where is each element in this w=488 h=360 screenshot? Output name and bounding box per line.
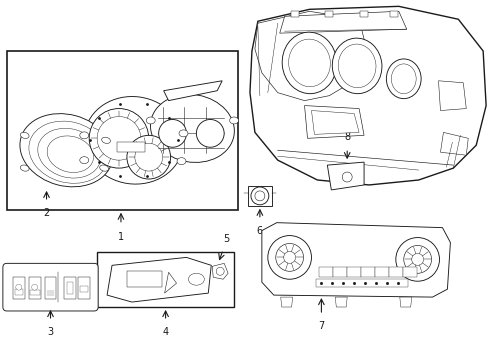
Bar [388,267,402,277]
Bar [127,271,162,287]
Ellipse shape [102,137,110,143]
Circle shape [275,243,303,271]
Bar [374,267,388,277]
Bar [325,11,333,17]
Circle shape [283,251,295,264]
Circle shape [196,120,224,147]
Ellipse shape [20,165,29,171]
Bar [346,267,360,277]
Bar [117,142,144,152]
Bar [316,279,407,287]
Bar [7,51,238,210]
Ellipse shape [177,158,185,165]
Ellipse shape [80,157,88,164]
Text: 6: 6 [256,226,263,236]
Circle shape [411,253,423,265]
Polygon shape [107,257,211,302]
Ellipse shape [47,136,93,172]
Polygon shape [249,6,485,185]
Ellipse shape [188,273,204,285]
Ellipse shape [229,117,238,124]
Circle shape [127,135,170,179]
Bar [44,277,56,299]
Polygon shape [440,132,468,155]
Ellipse shape [146,117,155,124]
Polygon shape [212,264,228,279]
Ellipse shape [282,32,336,94]
Bar [30,290,40,295]
Bar [64,277,76,299]
Text: 8: 8 [344,132,349,142]
Polygon shape [326,162,364,190]
Text: 3: 3 [47,327,54,337]
Ellipse shape [20,114,113,187]
Ellipse shape [288,39,330,87]
Circle shape [267,235,311,279]
Text: 1: 1 [118,231,124,242]
Ellipse shape [150,94,234,162]
Bar [78,277,90,299]
Ellipse shape [20,132,29,139]
Polygon shape [262,223,449,297]
Circle shape [216,267,224,275]
Ellipse shape [332,38,381,94]
Ellipse shape [386,59,420,99]
Bar [359,11,367,17]
Bar [402,267,416,277]
Ellipse shape [38,128,101,178]
Circle shape [135,143,163,171]
Polygon shape [438,81,466,111]
FancyBboxPatch shape [3,264,98,311]
Polygon shape [163,81,222,100]
Polygon shape [399,297,411,307]
Circle shape [250,187,268,205]
Circle shape [395,238,439,281]
Ellipse shape [84,96,183,184]
Polygon shape [164,272,176,293]
Bar [389,11,397,17]
Ellipse shape [29,121,108,183]
Polygon shape [254,11,366,100]
Bar [67,282,73,294]
Bar [13,277,25,299]
Bar [360,267,374,277]
Bar [290,11,298,17]
Circle shape [158,120,186,147]
Bar [97,252,234,307]
Text: 2: 2 [43,208,50,218]
Circle shape [97,117,141,160]
Circle shape [254,191,264,201]
Text: 5: 5 [223,234,229,243]
Polygon shape [279,11,406,33]
Circle shape [403,246,431,273]
Polygon shape [335,297,346,307]
Polygon shape [304,105,364,138]
Bar [29,277,41,299]
Ellipse shape [338,44,375,88]
Polygon shape [311,111,358,134]
Bar [247,186,271,206]
Polygon shape [280,297,292,307]
Bar [319,267,333,277]
Ellipse shape [100,165,108,171]
Text: 4: 4 [162,327,168,337]
Circle shape [342,172,351,182]
Ellipse shape [390,64,415,94]
Bar [15,289,22,295]
Circle shape [89,109,148,168]
Circle shape [32,284,38,290]
Bar [333,267,346,277]
Text: 7: 7 [318,321,324,331]
Bar [80,286,88,292]
Ellipse shape [80,132,88,139]
Ellipse shape [179,130,187,137]
Circle shape [16,284,21,290]
